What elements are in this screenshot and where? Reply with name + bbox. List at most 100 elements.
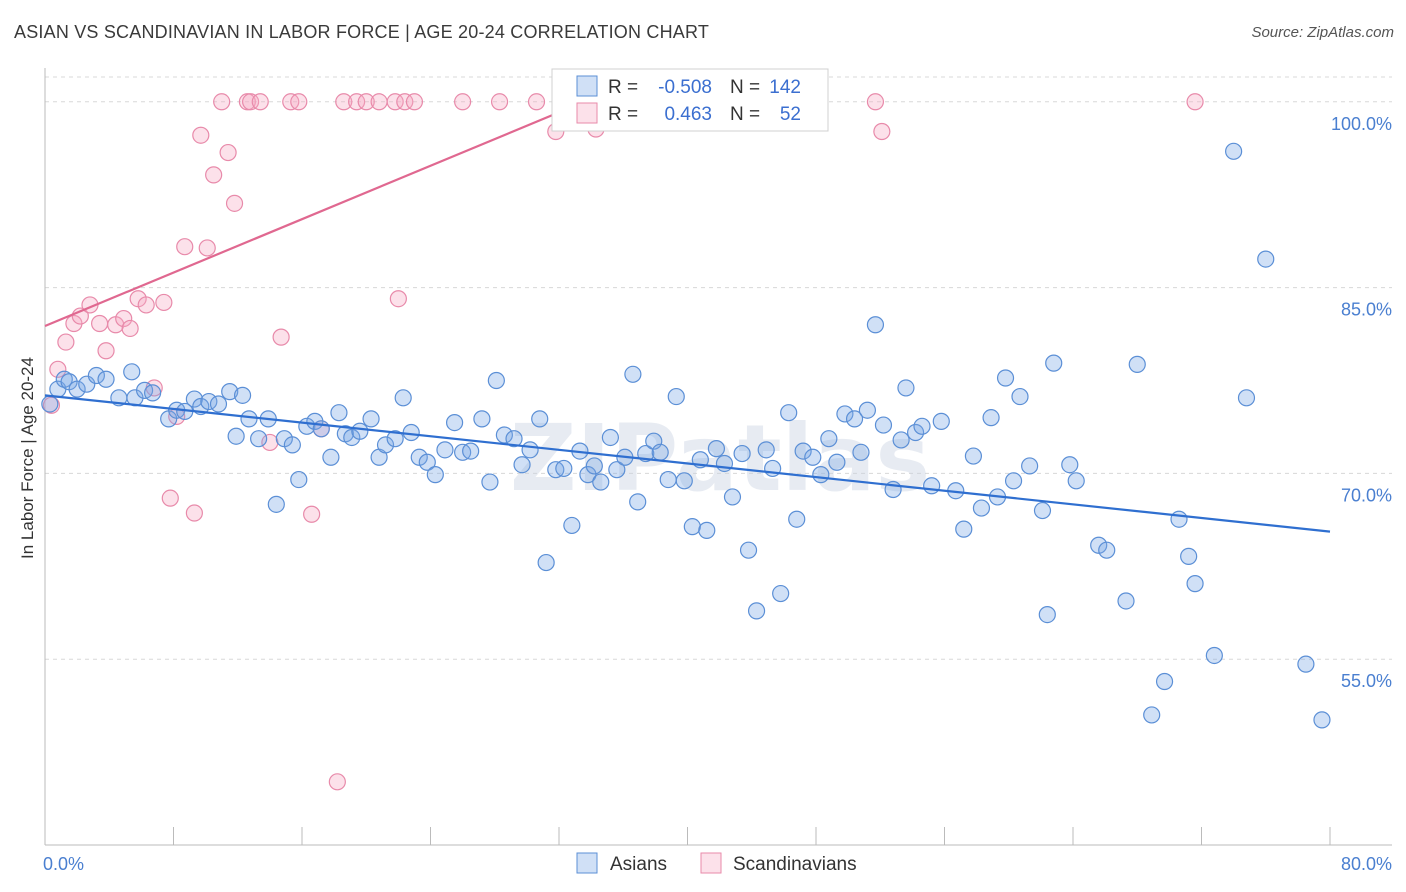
asians-point (972, 499, 991, 517)
asians-point (1205, 646, 1223, 665)
scandinavians-point (303, 505, 321, 523)
scandinavians-point (219, 143, 237, 162)
grid-layer (45, 76, 1392, 660)
scandinavians-bottom-swatch (700, 852, 722, 874)
scandinavians-point (454, 93, 472, 111)
asians-point (780, 404, 798, 422)
asians-point (330, 404, 348, 422)
asians-point (996, 369, 1015, 387)
asians-point (788, 510, 806, 528)
asians-legend-swatch (576, 75, 598, 97)
asians-point (683, 518, 701, 536)
asians-point (290, 470, 308, 489)
asians-point (659, 470, 677, 489)
y-tick-label: 70.0% (1341, 485, 1392, 505)
asians-point (757, 441, 775, 459)
asians-point (579, 466, 597, 484)
asians-point (267, 495, 285, 513)
asians-point (462, 442, 480, 460)
bottom-legend: Asians Scandinavians (576, 852, 857, 875)
legend-r-value-1: -0.508 (658, 77, 712, 98)
y-tick-label: 85.0% (1341, 300, 1392, 320)
axes-layer: 55.0% 70.0% 85.0% 100.0% 0.0% 80.0% (43, 68, 1392, 874)
asians-point (852, 443, 870, 461)
legend-n-value-2: 52 (780, 104, 801, 125)
asians-point (55, 370, 73, 388)
asians-point (906, 423, 925, 442)
legend-r-label-2: R = (608, 104, 638, 125)
asians-bottom-label: Asians (610, 854, 667, 875)
scandinavians-point (213, 93, 231, 111)
asians-point (537, 553, 555, 572)
scandinavians-point (176, 238, 194, 256)
scandinavians-point (335, 93, 353, 111)
asians-point (87, 366, 106, 385)
asians-series (41, 142, 1331, 729)
scandinavians-point (242, 93, 260, 111)
asians-point (418, 453, 436, 471)
asians-point (1155, 672, 1174, 691)
asians-point (747, 602, 766, 620)
asians-point (394, 389, 412, 407)
scandinavians-point (192, 126, 210, 144)
asians-point (629, 493, 647, 511)
asians-point (1313, 711, 1331, 729)
asians-point (932, 412, 950, 430)
asians-point (1180, 547, 1198, 565)
asians-point (858, 401, 877, 419)
scandinavians-point (272, 328, 290, 346)
asians-point (78, 375, 96, 393)
asians-point (283, 436, 301, 454)
asians-point (698, 521, 716, 539)
x-tick-label: 0.0% (43, 854, 84, 874)
asians-point (436, 441, 454, 459)
asians-point (221, 383, 239, 401)
asians-point (1045, 354, 1063, 372)
asians-point (1170, 510, 1188, 528)
asians-point (866, 316, 885, 334)
scandinavians-trend-line (44, 84, 624, 327)
asians-point (144, 384, 162, 402)
asians-point (481, 473, 499, 491)
scandinavians-point (137, 296, 155, 314)
asians-point (1225, 142, 1243, 160)
asians-point (505, 430, 523, 448)
asians-point (1117, 592, 1135, 610)
legend-r-label-1: R = (608, 77, 638, 98)
scandinavians-point (121, 319, 139, 338)
asians-point (209, 395, 228, 413)
asians-point (376, 436, 395, 454)
scandinavians-point (205, 166, 223, 184)
scandinavians-legend-swatch (576, 102, 598, 124)
asians-point (97, 370, 115, 388)
asians-point (601, 428, 620, 447)
asians-point (1021, 457, 1039, 475)
asians-point (667, 387, 685, 406)
legend-r-value-2: 0.463 (664, 104, 712, 125)
asians-point (845, 410, 864, 428)
asians-point (1128, 355, 1146, 373)
asians-point (123, 363, 141, 381)
stats-legend-box (551, 68, 829, 132)
asians-trend-line (44, 394, 1331, 533)
legend-n-label-2: N = (730, 104, 760, 125)
asians-point (1098, 541, 1116, 559)
asians-point (1257, 250, 1275, 268)
scandinavians-point (91, 314, 109, 333)
scandinavians-point (490, 93, 509, 111)
asians-point (739, 541, 758, 559)
asians-point (897, 379, 915, 397)
asians-point (707, 440, 726, 458)
scandinavians-point (185, 504, 203, 522)
scandinavians-point (405, 93, 424, 111)
asians-point (820, 430, 838, 448)
asians-point (322, 448, 340, 466)
trend-layer (44, 84, 1331, 533)
asians-point (445, 414, 464, 432)
asians-point (240, 410, 258, 428)
scandinavians-point (873, 122, 891, 141)
stats-legend: R = -0.508 N = 142 R = 0.463 N = 52 (551, 68, 829, 132)
asians-point (913, 417, 931, 435)
y-tick-label: 55.0% (1341, 671, 1392, 691)
